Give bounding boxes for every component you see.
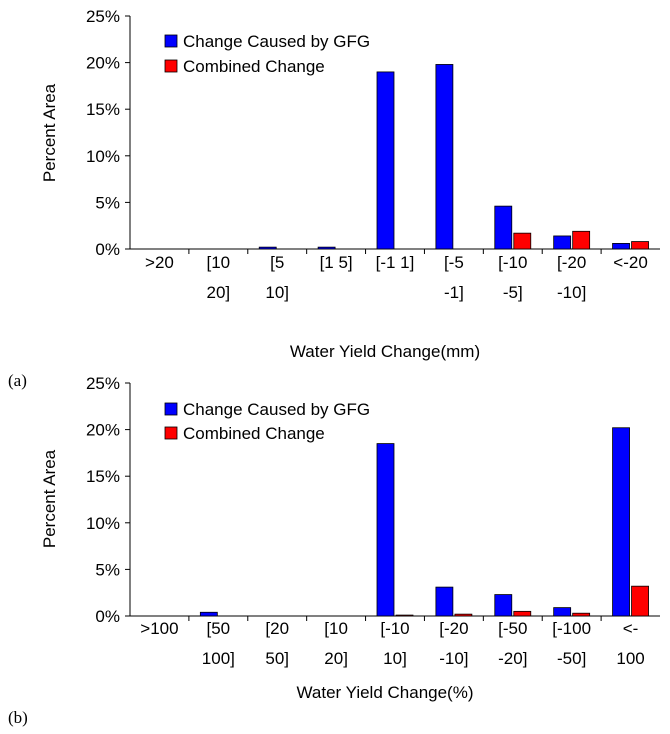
- y-tick-label: 20%: [86, 54, 120, 73]
- bar-gfg: [258, 246, 277, 250]
- bar-gfg: [376, 71, 395, 250]
- bar-gfg: [494, 205, 513, 250]
- y-tick-label: 10%: [86, 147, 120, 166]
- x-tick-label: [-10: [498, 253, 527, 272]
- x-tick-label: [20: [265, 619, 289, 638]
- x-tick-label: >20: [145, 253, 174, 272]
- chart-b: 0% 5% 10% 15% 20% 25% >100 [50 100] [20 50] [10 20] […: [8, 374, 660, 727]
- legend-swatch-combined: [164, 426, 178, 440]
- x-tick-label: -10]: [439, 649, 468, 668]
- y-tick-label: 15%: [86, 100, 120, 119]
- x-tick-label: [5: [270, 253, 284, 272]
- bar-gfg: [317, 246, 336, 250]
- x-tick-label: [-50: [498, 619, 527, 638]
- x-tick-label: >100: [140, 619, 178, 638]
- x-tick-label: [1 5]: [320, 253, 353, 272]
- x-tick-label: <-: [623, 619, 639, 638]
- bar-gfg: [199, 611, 218, 617]
- bar-gfg: [376, 443, 395, 617]
- legend-label: Change Caused by GFG: [183, 32, 370, 51]
- bar-gfg: [612, 427, 630, 617]
- y-tick-label: 15%: [86, 467, 120, 486]
- x-axis-label: Water Yield Change(%): [296, 683, 473, 702]
- legend-swatch-combined: [164, 59, 178, 73]
- y-tick-label: 5%: [95, 560, 120, 579]
- x-tick-label: [50: [207, 619, 231, 638]
- x-tick-label: [-10: [380, 619, 409, 638]
- legend-label: Combined Change: [183, 57, 325, 76]
- legend-swatch-gfg: [164, 402, 178, 416]
- y-tick-label: 0%: [95, 607, 120, 626]
- x-tick-label: 20]: [207, 283, 231, 302]
- x-tick-label: -20]: [498, 649, 527, 668]
- bar-gfg: [553, 235, 572, 250]
- y-tick-label: 0%: [95, 240, 120, 259]
- x-tick-label: 10]: [383, 649, 407, 668]
- x-tick-label: [-1 1]: [376, 253, 415, 272]
- x-tick-label: <-20: [613, 253, 648, 272]
- y-tick-label: 20%: [86, 421, 120, 440]
- x-tick-label: 10]: [265, 283, 289, 302]
- bar-gfg: [435, 64, 454, 250]
- bar-combined: [572, 612, 591, 617]
- bar-combined: [631, 241, 649, 250]
- bar-combined: [395, 614, 414, 617]
- bar-gfg: [435, 586, 454, 617]
- x-tick-label: [-100: [552, 619, 591, 638]
- x-tick-label: -50]: [557, 649, 586, 668]
- x-tick-label: 50]: [265, 649, 289, 668]
- bar-combined: [513, 232, 532, 250]
- panel-label: (a): [8, 371, 27, 390]
- x-tick-label: [10: [207, 253, 231, 272]
- legend-label: Change Caused by GFG: [183, 400, 370, 419]
- y-tick-label: 5%: [95, 193, 120, 212]
- x-tick-label: -5]: [503, 283, 523, 302]
- bar-combined: [572, 230, 591, 250]
- bar-gfg: [612, 243, 630, 250]
- y-axis-label: Percent Area: [40, 449, 59, 548]
- x-tick-label: [-20: [439, 619, 468, 638]
- x-tick-label: 100: [616, 649, 644, 668]
- bar-gfg: [553, 607, 572, 617]
- bar-combined: [513, 610, 532, 617]
- x-tick-label: 20]: [324, 649, 348, 668]
- x-tick-label: -1]: [444, 283, 464, 302]
- legend-swatch-gfg: [164, 34, 178, 48]
- x-tick-label: 100]: [202, 649, 235, 668]
- bar-combined: [454, 613, 473, 617]
- chart-a: 0% 5% 10% 15% 20% 25% >20 [10 20] [5 10] [1 5] [-1 1…: [8, 7, 660, 390]
- x-tick-label: [-5: [444, 253, 464, 272]
- bar-gfg: [494, 594, 513, 617]
- x-tick-label: [10: [324, 619, 348, 638]
- x-axis-label: Water Yield Change(mm): [290, 342, 480, 361]
- legend-label: Combined Change: [183, 424, 325, 443]
- x-tick-label: [-20: [557, 253, 586, 272]
- bar-combined: [631, 585, 649, 617]
- y-tick-label: 25%: [86, 374, 120, 393]
- x-tick-label: -10]: [557, 283, 586, 302]
- panel-label: (b): [8, 708, 28, 727]
- y-tick-label: 10%: [86, 514, 120, 533]
- y-tick-label: 25%: [86, 7, 120, 26]
- y-axis-label: Percent Area: [40, 83, 59, 182]
